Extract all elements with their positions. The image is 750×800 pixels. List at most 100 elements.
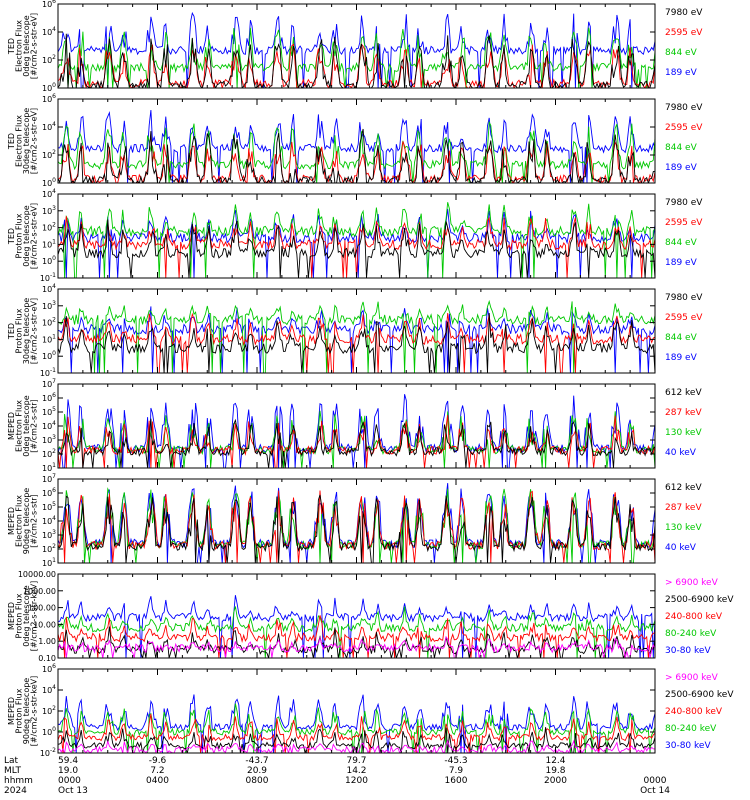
series-line-4 (58, 394, 655, 468)
x-tick-label: Oct 14 (640, 786, 670, 796)
y-tick-label: 100 (42, 350, 56, 361)
series-line-3 (58, 713, 655, 753)
x-tick-label: 0000 (58, 776, 81, 786)
y-tick-label: 102 (42, 149, 56, 160)
legend-entry: 30-80 keV (665, 741, 711, 751)
series-line-3 (58, 615, 655, 658)
x-tick-label: 19.0 (58, 766, 78, 776)
series-line-2 (58, 490, 655, 563)
series-line-3 (58, 487, 655, 563)
panel-6-traces (58, 483, 655, 563)
legend-entry: > 6900 keV (665, 578, 719, 588)
panel-8-traces (58, 694, 655, 753)
legend-entry: 80-240 keV (665, 629, 717, 639)
row-label-year: 2024 (4, 786, 27, 796)
y-axis-title: [#/cm2-s-str-eV] (30, 203, 39, 269)
y-tick-label: 106 (42, 487, 56, 498)
y-tick-label: 100 (42, 82, 56, 93)
x-tick-label: -9.6 (149, 756, 167, 766)
y-tick-label: 104 (42, 420, 56, 431)
panel-frame (57, 668, 656, 754)
series-line-2 (58, 415, 655, 468)
legend-entry: 240-800 keV (665, 707, 723, 717)
y-tick-label: 101 (42, 557, 56, 568)
series-line-1 (58, 418, 655, 468)
y-tick-label: 101 (42, 238, 56, 249)
x-tick-label: 20.9 (247, 766, 267, 776)
legend-entry: 40 keV (665, 543, 697, 553)
legend-entry: 612 keV (665, 388, 702, 398)
y-tick-label: 104 (42, 283, 56, 294)
y-tick-label: 107 (42, 378, 56, 389)
y-tick-label: 103 (42, 300, 56, 311)
legend-entry: 287 keV (665, 408, 702, 418)
y-tick-label: 103 (42, 434, 56, 445)
y-tick-label: 104 (42, 515, 56, 526)
y-axis-title: Proton Flux (15, 688, 24, 733)
y-axis-title: [#/cm2-s-str-keV] (30, 581, 39, 652)
y-axis-title: MEPED (7, 412, 16, 440)
x-tick-label: 0800 (246, 776, 269, 786)
y-axis-title: 90deg telescope (22, 488, 31, 555)
y-axis-title: Proton Flux (15, 308, 24, 353)
series-line-4 (58, 208, 655, 278)
y-tick-label: 100 (42, 177, 56, 188)
row-label-lat: Lat (4, 756, 19, 766)
y-tick-label: 100.00 (28, 604, 56, 613)
x-tick-label: 79.7 (346, 756, 366, 766)
y-axis-title: TED (7, 133, 16, 150)
x-tick-label: 12.4 (545, 756, 565, 766)
legend-entry: 844 eV (665, 333, 698, 343)
y-tick-label: 10-1 (40, 272, 56, 283)
legend-entry: 2595 eV (665, 218, 703, 228)
y-tick-label: 103 (42, 205, 56, 216)
y-tick-label: 0.10 (38, 654, 56, 663)
legend-entry: 30-80 keV (665, 646, 711, 656)
y-tick-label: 106 (42, 663, 56, 674)
legend-entry: 287 keV (665, 503, 702, 513)
y-axis-title: MEPED (7, 507, 16, 535)
y-axis-title: 90deg telescope (22, 678, 31, 745)
y-axis-title: [#/cm2-s-str-keV] (30, 676, 39, 747)
y-axis-title: 30deg telescope (22, 108, 31, 175)
y-tick-label: 101 (42, 462, 56, 473)
series-line-4 (58, 606, 655, 658)
x-tick-label: 0400 (146, 776, 169, 786)
y-tick-label: 104 (42, 684, 56, 695)
y-tick-label: 104 (42, 121, 56, 132)
series-line-3 (58, 27, 655, 88)
y-axis-title: Electron Flux (15, 495, 24, 547)
x-tick-label: 2000 (544, 776, 567, 786)
series-line-5 (58, 595, 655, 658)
y-tick-label: 106 (42, 392, 56, 403)
y-tick-label: 102 (42, 317, 56, 328)
legend-entry: 844 eV (665, 238, 698, 248)
panel-2-traces (58, 109, 655, 183)
series-line-2 (58, 312, 655, 373)
legend-entry: 844 eV (665, 143, 698, 153)
legend-entry: 189 eV (665, 353, 698, 363)
y-axis-title: TED (7, 38, 16, 55)
legend-entry: 7980 eV (665, 103, 703, 113)
series-line-3 (58, 120, 655, 183)
panel-7: 0.10 1.00 10.00 100.00 1000.00 10000.00 MEPEDP… (7, 570, 734, 663)
x-tick-label: 7.2 (150, 766, 164, 776)
y-axis-title: Electron Flux (15, 400, 24, 452)
y-axis-title: Electron Flux (15, 20, 24, 72)
legend-entry: 40 keV (665, 448, 697, 458)
y-axis-title: Electron Flux (15, 115, 24, 167)
legend-entry: 2500-6900 keV (665, 595, 734, 605)
row-label-hhmm: hhmm (4, 776, 33, 786)
x-tick-label: 59.4 (58, 756, 78, 766)
legend-entry: 2595 eV (665, 28, 703, 38)
legend-entry: 2500-6900 keV (665, 690, 734, 700)
legend-entry: 189 eV (665, 258, 698, 268)
y-tick-label: 105 (42, 501, 56, 512)
y-axis-title: MEPED (7, 697, 16, 725)
y-tick-label: 10-1 (40, 367, 56, 378)
x-tick-label: 14.2 (346, 766, 366, 776)
series-line-1 (58, 33, 655, 88)
